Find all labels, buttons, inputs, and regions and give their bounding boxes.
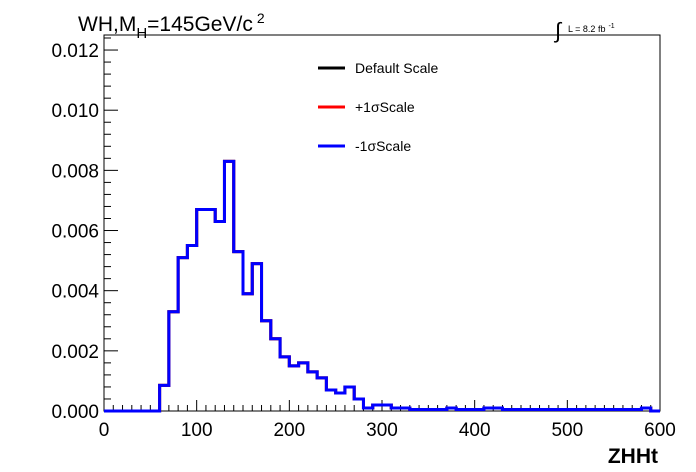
x-tick-label: 500 bbox=[551, 420, 583, 441]
luminosity-superscript: -1 bbox=[608, 23, 614, 30]
luminosity-text: L = 8.2 fb bbox=[568, 24, 605, 34]
y-tick-label: 0.008 bbox=[51, 161, 99, 182]
series-line--1-scale bbox=[104, 159, 660, 413]
x-axis: 0 100 200 300 400 500 600 bbox=[99, 400, 676, 441]
y-tick-label: 0.002 bbox=[51, 342, 99, 363]
y-tick-label: 0.004 bbox=[51, 282, 99, 303]
y-axis: 0.000 0.002 0.004 0.006 0.008 0.010 0.012 bbox=[51, 37, 118, 423]
plot-frame bbox=[103, 34, 661, 412]
x-tick-label: 0 bbox=[99, 420, 110, 441]
chart-title-superscript: 2 bbox=[257, 10, 265, 26]
y-tick-label: 0.000 bbox=[51, 402, 99, 423]
legend: Default Scale +1σScale -1σScale bbox=[318, 60, 438, 154]
chart-title-subscript: H bbox=[136, 25, 147, 42]
x-tick-label: 200 bbox=[273, 420, 305, 441]
y-tick-label: 0.012 bbox=[51, 41, 99, 62]
series-line-default-scale bbox=[104, 159, 660, 413]
x-tick-label: 600 bbox=[644, 420, 676, 441]
series-line--1-scale bbox=[104, 159, 660, 413]
luminosity-integral-symbol: ∫ bbox=[553, 18, 563, 43]
chart-title-base: WH,M bbox=[78, 13, 136, 36]
luminosity-label: L = 8.2 fb -1 bbox=[568, 23, 615, 34]
legend-label: Default Scale bbox=[355, 60, 438, 76]
chart-title: WH,MH=145GeV/c 2 bbox=[78, 10, 265, 42]
x-tick-label: 400 bbox=[459, 420, 491, 441]
y-tick-label: 0.006 bbox=[51, 222, 99, 243]
x-tick-label: 300 bbox=[366, 420, 398, 441]
legend-label: +1σScale bbox=[355, 99, 415, 115]
legend-label: -1σScale bbox=[355, 138, 411, 154]
series-layer bbox=[104, 159, 660, 413]
chart-title-value: =145GeV/c bbox=[147, 13, 253, 36]
x-axis-title: ZHHt bbox=[608, 445, 658, 468]
x-tick-label: 100 bbox=[181, 420, 213, 441]
y-tick-label: 0.010 bbox=[51, 101, 99, 122]
